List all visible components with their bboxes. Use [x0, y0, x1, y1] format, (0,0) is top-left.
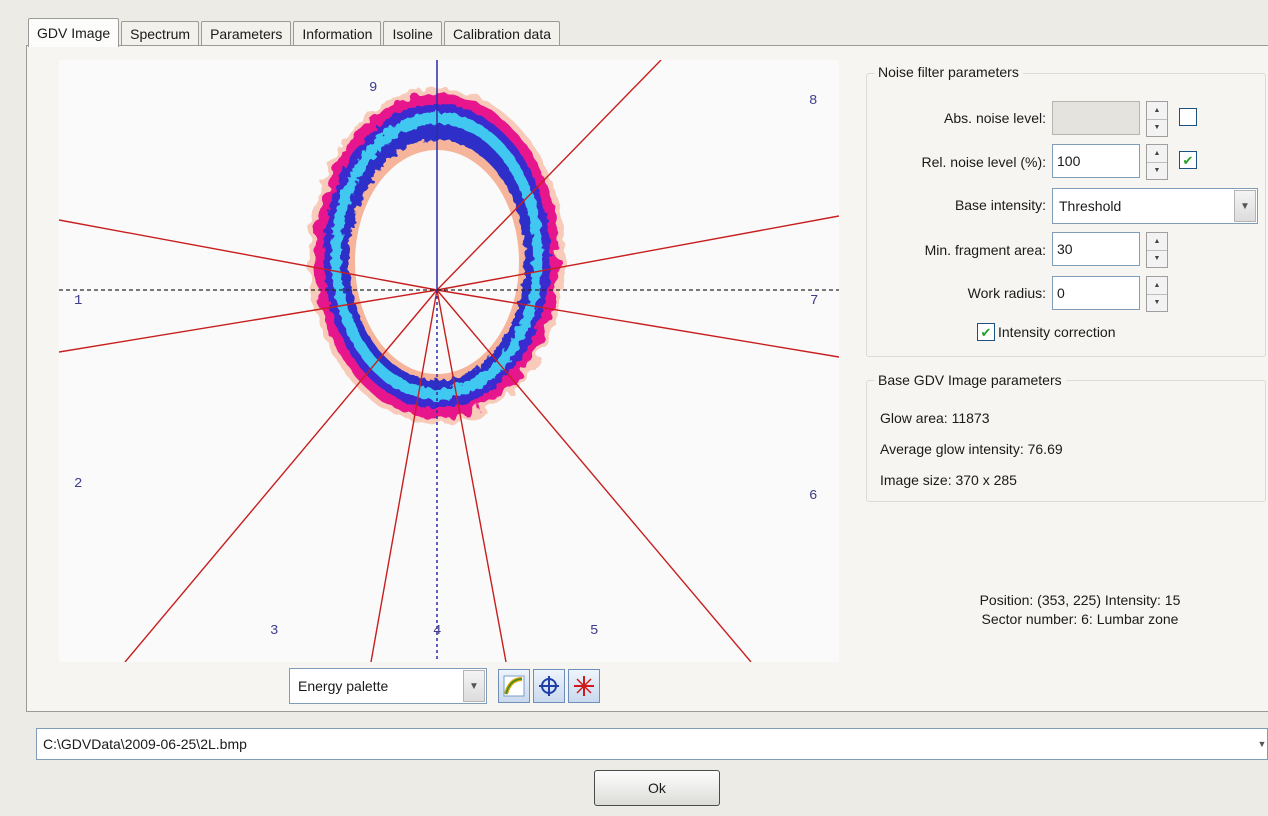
- intensity-correction-label: Intensity correction: [998, 324, 1116, 340]
- sector-label-9: 9: [369, 80, 378, 96]
- work-radius-field[interactable]: 0: [1052, 276, 1140, 310]
- palette-value: Energy palette: [298, 678, 389, 694]
- red-cross-button[interactable]: [568, 669, 600, 703]
- palette-select[interactable]: Energy palette ▼: [289, 668, 487, 704]
- noise-filter-group: [866, 73, 1266, 357]
- sector-label-1: 1: [74, 293, 83, 309]
- abs-noise-checkbox[interactable]: [1179, 108, 1197, 126]
- tab-parameters[interactable]: Parameters: [201, 21, 292, 46]
- tab-bar: GDV Image Spectrum Parameters Informatio…: [28, 18, 562, 47]
- file-path-text: C:\GDVData\2009-06-25\2L.bmp: [43, 736, 247, 752]
- sector-status: Sector number: 6: Lumbar zone: [981, 611, 1179, 627]
- file-path-field[interactable]: C:\GDVData\2009-06-25\2L.bmp ▼: [36, 728, 1268, 760]
- sector-label-8: 8: [809, 93, 818, 109]
- tab-isoline[interactable]: Isoline: [383, 21, 442, 46]
- sector-label-5: 5: [590, 623, 599, 639]
- rel-noise-field[interactable]: 100: [1052, 144, 1140, 178]
- noise-filter-title: Noise filter parameters: [874, 64, 1023, 80]
- abs-noise-field[interactable]: [1052, 101, 1140, 135]
- crosshair-circle-icon: [539, 676, 559, 696]
- sector-label-6: 6: [809, 488, 818, 504]
- base-intensity-label: Base intensity:: [954, 197, 1046, 213]
- min-fragment-label: Min. fragment area:: [924, 242, 1046, 258]
- work-radius-spinner[interactable]: ▲ ▼: [1146, 276, 1168, 312]
- red-cross-icon: [574, 676, 594, 696]
- abs-noise-label: Abs. noise level:: [944, 110, 1046, 126]
- gdv-image-canvas[interactable]: 9 8 1 7 2 6 3 4 5: [59, 60, 839, 662]
- ok-button[interactable]: Ok: [594, 770, 720, 806]
- tab-gdv-image[interactable]: GDV Image: [28, 18, 120, 47]
- sector-label-7: 7: [810, 293, 819, 309]
- base-intensity-value: Threshold: [1059, 198, 1122, 214]
- chevron-down-icon[interactable]: ▼: [1257, 739, 1267, 749]
- chevron-down-icon[interactable]: ▼: [1234, 190, 1256, 222]
- image-size-text: Image size: 370 x 285: [880, 472, 1017, 488]
- min-fragment-field[interactable]: 30: [1052, 232, 1140, 266]
- position-status: Position: (353, 225) Intensity: 15: [979, 592, 1181, 608]
- curve-tool-icon: [503, 675, 525, 697]
- glow-area-text: Glow area: 11873: [880, 410, 990, 426]
- rel-noise-spinner[interactable]: ▲ ▼: [1146, 144, 1168, 180]
- base-intensity-select[interactable]: Threshold ▼: [1052, 188, 1258, 224]
- crosshair-circle-button[interactable]: [533, 669, 565, 703]
- sector-label-3: 3: [270, 623, 279, 639]
- rel-noise-checkbox[interactable]: ✔: [1179, 151, 1197, 169]
- rel-noise-label: Rel. noise level (%):: [921, 154, 1047, 170]
- base-params-title: Base GDV Image parameters: [874, 372, 1066, 388]
- avg-intensity-text: Average glow intensity: 76.69: [880, 441, 1063, 457]
- tab-spectrum[interactable]: Spectrum: [121, 21, 200, 46]
- work-radius-label: Work radius:: [967, 285, 1046, 301]
- min-fragment-spinner[interactable]: ▲ ▼: [1146, 232, 1168, 268]
- curve-tool-button[interactable]: [498, 669, 530, 703]
- image-tools: Energy palette ▼: [289, 668, 600, 704]
- axes: [59, 60, 839, 662]
- tab-information[interactable]: Information: [293, 21, 382, 46]
- chevron-down-icon[interactable]: ▼: [463, 670, 485, 702]
- intensity-correction-checkbox[interactable]: ✔: [977, 323, 995, 341]
- tab-calibration-data[interactable]: Calibration data: [443, 21, 560, 46]
- abs-noise-spinner[interactable]: ▲ ▼: [1146, 101, 1168, 137]
- sector-lines: [59, 60, 839, 662]
- base-params-group: [866, 380, 1266, 502]
- sector-label-4: 4: [433, 623, 442, 639]
- gdv-image-svg: [59, 60, 839, 662]
- sector-label-2: 2: [74, 476, 83, 492]
